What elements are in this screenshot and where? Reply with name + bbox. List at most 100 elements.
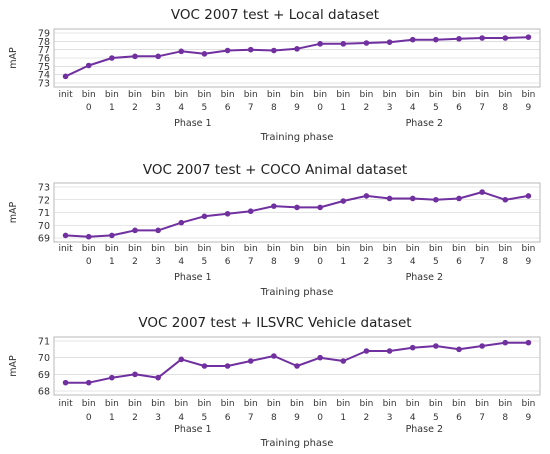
data-point: [456, 346, 462, 353]
x-tick-label: bin: [267, 399, 281, 409]
data-point: [271, 47, 277, 54]
phase-label: Phase 2: [406, 272, 443, 283]
x-tick-label: bin: [82, 90, 96, 100]
x-tick-label: 1: [340, 257, 346, 267]
x-tick-label: bin: [267, 90, 281, 100]
x-tick-label: init: [58, 90, 73, 100]
data-point: [271, 203, 277, 209]
x-tick-label: 7: [479, 413, 485, 423]
x-tick-label: bin: [174, 90, 188, 100]
x-tick-label: bin: [359, 90, 373, 100]
data-point: [224, 363, 231, 369]
y-axis-label: mAP: [8, 201, 19, 223]
x-tick-label: 8: [502, 257, 508, 267]
x-tick-label: bin: [290, 399, 304, 409]
phase-label: Phase 1: [174, 272, 211, 283]
x-tick-label: 8: [502, 103, 508, 113]
x-tick-label: 4: [178, 103, 184, 113]
x-tick-label: bin: [336, 244, 350, 254]
data-point: [525, 193, 532, 199]
x-tick-label: 5: [202, 103, 208, 113]
phase-label: Phase 2: [406, 424, 443, 435]
x-tick-label: bin: [197, 399, 211, 409]
y-axis-label: mAP: [8, 47, 19, 69]
data-point: [155, 227, 161, 234]
x-tick-label: 3: [155, 103, 161, 113]
data-point: [525, 339, 532, 346]
data-point: [201, 213, 208, 220]
x-tick-label: bin: [521, 90, 535, 100]
data-point: [85, 233, 92, 240]
x-tick-label: bin: [452, 90, 466, 100]
x-tick-label: 2: [364, 413, 370, 423]
x-tick-label: 5: [202, 257, 208, 267]
data-point: [409, 195, 416, 202]
x-tick-label: 6: [456, 257, 462, 267]
x-tick-label: bin: [197, 90, 211, 100]
data-point: [85, 379, 92, 386]
x-tick-label: bin: [521, 244, 535, 254]
x-tick-label: 5: [433, 257, 439, 267]
x-tick-label: bin: [475, 90, 489, 100]
x-tick-label: 8: [271, 413, 277, 423]
y-tick-label: 75: [38, 62, 50, 73]
x-tick-label: bin: [452, 244, 466, 254]
data-point: [317, 41, 323, 47]
data-point: [62, 232, 69, 239]
x-tick-label: bin: [221, 399, 235, 409]
x-tick-label: 8: [271, 257, 277, 267]
y-tick-label: 71: [38, 337, 50, 348]
data-point: [433, 343, 439, 349]
x-tick-label: bin: [151, 244, 165, 254]
y-tick-label: 73: [38, 79, 50, 90]
x-tick-label: bin: [406, 244, 420, 254]
x-tick-label: bin: [221, 90, 235, 100]
x-tick-label: bin: [521, 399, 535, 409]
phase-label: Phase 2: [406, 118, 443, 129]
x-tick-label: 5: [433, 413, 439, 423]
x-tick-label: bin: [498, 90, 512, 100]
data-point: [479, 35, 485, 41]
x-tick-label: 0: [86, 103, 92, 113]
x-tick-label: bin: [105, 244, 119, 254]
x-tick-label: bin: [313, 244, 327, 254]
x-tick-label: bin: [82, 399, 96, 409]
x-tick-label: bin: [290, 90, 304, 100]
x-tick-label: 3: [387, 103, 393, 113]
y-tick-label: 69: [38, 234, 50, 245]
x-tick-label: bin: [197, 244, 211, 254]
data-point: [409, 344, 416, 351]
x-tick-label: 5: [202, 413, 208, 423]
x-tick-label: bin: [498, 244, 512, 254]
x-tick-label: 1: [109, 257, 115, 267]
x-tick-label: bin: [290, 244, 304, 254]
y-tick-label: 72: [38, 195, 50, 206]
data-point: [132, 53, 138, 60]
y-tick-label: 79: [38, 29, 50, 40]
x-tick-label: 4: [410, 103, 416, 113]
x-tick-label: bin: [174, 399, 188, 409]
data-point: [409, 36, 416, 43]
y-axis-label: mAP: [8, 355, 19, 377]
phase-label: Phase 1: [174, 118, 211, 129]
data-point: [433, 36, 439, 43]
x-tick-label: init: [58, 399, 73, 409]
x-tick-label: 7: [479, 257, 485, 267]
data-point: [247, 358, 254, 364]
x-tick-label: 4: [410, 257, 416, 267]
data-point: [178, 219, 185, 226]
data-point: [62, 73, 69, 80]
x-tick-label: 0: [317, 257, 323, 267]
x-tick-label: bin: [429, 244, 443, 254]
x-tick-label: bin: [359, 244, 373, 254]
data-point: [479, 189, 485, 195]
x-tick-label: bin: [475, 244, 489, 254]
phase-label: Phase 1: [174, 424, 211, 435]
x-tick-label: bin: [336, 399, 350, 409]
data-point: [386, 39, 393, 45]
x-tick-label: 9: [526, 103, 532, 113]
y-tick-label: 78: [38, 37, 50, 48]
x-tick-label: 6: [225, 103, 231, 113]
x-tick-label: 1: [340, 413, 346, 423]
